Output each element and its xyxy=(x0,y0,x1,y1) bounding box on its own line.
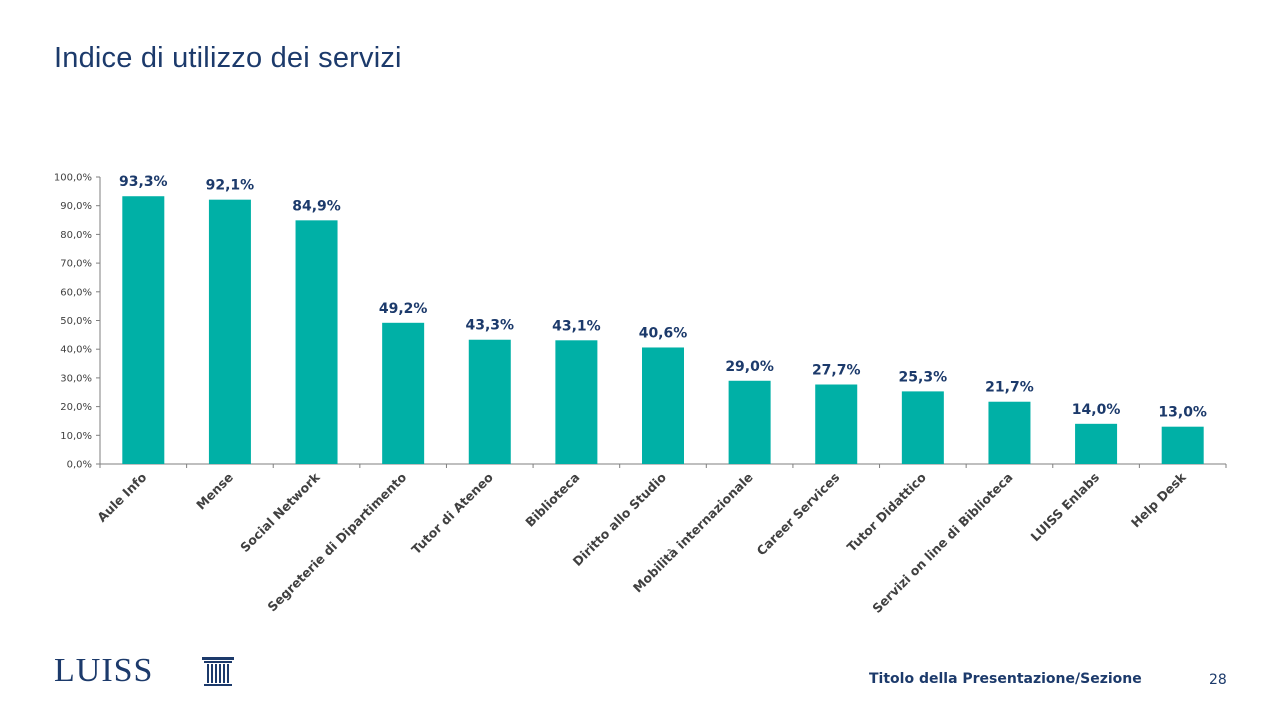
data-label: 29,0% xyxy=(725,359,774,375)
bar xyxy=(295,220,338,464)
y-tick-label: 70,0% xyxy=(60,259,92,270)
page-title: Indice di utilizzo dei servizi xyxy=(54,42,402,74)
bar xyxy=(1075,423,1118,464)
data-label: 92,1% xyxy=(206,178,255,194)
y-tick-label: 30,0% xyxy=(60,373,92,384)
bar xyxy=(642,347,684,464)
y-tick-label: 100,0% xyxy=(54,173,92,184)
data-label: 14,0% xyxy=(1072,402,1121,418)
x-tick-label: Segreterie di Dipartimento xyxy=(264,469,409,614)
bar xyxy=(122,196,165,464)
y-tick-label: 20,0% xyxy=(60,402,92,413)
page-number: 28 xyxy=(1209,672,1227,688)
x-tick-label: Career Services xyxy=(753,470,842,559)
y-tick-label: 80,0% xyxy=(60,230,92,241)
luiss-logo: LUISS xyxy=(54,652,154,689)
x-tick-label: Biblioteca xyxy=(522,470,582,530)
data-label: 49,2% xyxy=(379,301,428,317)
y-tick-label: 0,0% xyxy=(67,460,92,471)
bar xyxy=(468,339,511,464)
x-tick-label: Social Network xyxy=(237,469,323,555)
data-label: 25,3% xyxy=(899,369,948,385)
data-label: 84,9% xyxy=(292,198,341,214)
x-tick-label: Help Desk xyxy=(1128,469,1189,530)
data-label: 93,3% xyxy=(119,174,168,190)
y-tick-label: 10,0% xyxy=(60,431,92,442)
bar xyxy=(555,340,598,464)
y-tick-label: 90,0% xyxy=(60,201,92,212)
x-tick-label: Diritto allo Studio xyxy=(570,469,670,569)
y-tick-label: 50,0% xyxy=(60,316,92,327)
x-tick-label: Aule Info xyxy=(94,469,150,525)
y-tick-label: 40,0% xyxy=(60,345,92,356)
bar xyxy=(815,384,858,464)
data-label: 43,3% xyxy=(465,318,514,334)
data-label: 43,1% xyxy=(552,318,601,334)
x-tick-label: Tutor Didattico xyxy=(844,469,929,554)
x-tick-label: LUISS Enlabs xyxy=(1027,470,1102,545)
column-icon xyxy=(202,657,234,686)
data-label: 21,7% xyxy=(985,380,1034,396)
bar xyxy=(1161,426,1204,464)
bar xyxy=(208,199,251,464)
x-tick-label: Servizi on line di Biblioteca xyxy=(869,470,1015,616)
x-tick-label: Tutor di Ateneo xyxy=(408,469,496,557)
bar-chart: 0,0% 10,0% 20,0% 30,0% 40,0% 50,0% 60,0% 70,0% 8… xyxy=(54,173,1227,616)
x-tick-label: Mense xyxy=(193,470,236,513)
bar xyxy=(988,401,1031,464)
y-tick-label: 60,0% xyxy=(60,287,92,298)
footer-title: Titolo della Presentazione/Sezione xyxy=(869,671,1142,687)
bar xyxy=(728,380,771,464)
bar xyxy=(901,391,944,464)
data-label: 13,0% xyxy=(1158,405,1207,421)
data-label: 40,6% xyxy=(639,325,688,341)
bar xyxy=(382,322,425,464)
data-label: 27,7% xyxy=(812,363,861,379)
